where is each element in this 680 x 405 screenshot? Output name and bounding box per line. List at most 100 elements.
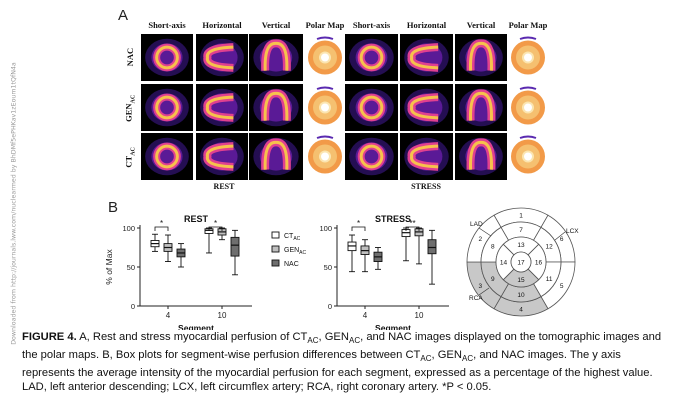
rest-vertical-image (249, 133, 303, 180)
polar-segment-label: 8 (491, 243, 495, 250)
polar-segment-label: 10 (517, 292, 525, 299)
x-axis-label: Segment (375, 323, 411, 330)
stress-group-label: STRESS (411, 182, 441, 191)
rest-horizontal-image (196, 133, 248, 180)
territory-pointer (478, 287, 490, 296)
legend-label-sub: AC (299, 250, 306, 256)
y-tick-label: 100 (319, 224, 332, 233)
y-tick-label: 100 (122, 224, 135, 233)
stress-polar-map-image (509, 84, 547, 131)
caption-text-1: A, Rest and stress myocardial perfusion … (76, 331, 308, 343)
x-tick-label: 10 (218, 311, 227, 320)
chart-title: REST (184, 214, 209, 224)
stress-vertical-image (455, 34, 507, 81)
territory-label-rca: RCA (469, 295, 483, 302)
figure-caption: FIGURE 4. A, Rest and stress myocardial … (22, 330, 674, 394)
caption-text-2: , GEN (318, 331, 349, 343)
legend-swatch (271, 245, 280, 253)
y-tick-label: 0 (131, 302, 135, 311)
stress-short-axis-image (345, 133, 398, 180)
caption-sub-4: AC (461, 354, 474, 364)
caption-text-3: , and NAC images displayed on the tomogr… (22, 331, 662, 362)
rest-polar-map-image (306, 34, 344, 81)
y-tick-label: 50 (324, 263, 332, 272)
column-header-2: Vertical (261, 20, 291, 30)
column-header-4: Short-axis (352, 20, 391, 30)
rest-polar-map-image (306, 84, 344, 131)
caption-sub-1: AC (307, 336, 319, 346)
polar-segment-label: 3 (478, 283, 482, 290)
rest-horizontal-image (196, 84, 248, 131)
legend-label: NAC (284, 261, 299, 268)
polar-segment-label: 2 (478, 236, 482, 243)
polar-segment-label: 11 (546, 276, 553, 283)
caption-sub-2: AC (348, 336, 361, 346)
polar-segment-label: 12 (546, 243, 554, 250)
rest-polar-map-image (306, 133, 344, 180)
significance-label: * (160, 219, 163, 228)
polar-segment-label: 13 (517, 242, 525, 249)
polar-segment-label: 1 (519, 213, 523, 220)
column-header-7: Polar Map (508, 20, 548, 30)
rest-short-axis-image (141, 84, 193, 131)
significance-label: ** (409, 219, 415, 228)
column-header-1: Horizontal (202, 20, 242, 30)
caption-figure-label: FIGURE 4. (22, 331, 77, 343)
legend-label-main: NAC (284, 261, 299, 268)
polar-segment-label: 15 (517, 277, 525, 284)
x-tick-label: 4 (363, 311, 368, 320)
column-header-5: Horizontal (406, 20, 447, 30)
territory-pointer (478, 227, 492, 237)
significance-label: * (357, 219, 360, 228)
significance-bracket (154, 226, 169, 231)
polar-segment-label: 7 (519, 227, 523, 234)
polar-segment-label: 16 (535, 260, 543, 267)
column-header-0: Short-axis (148, 20, 186, 30)
polar-segment-label: 17 (517, 260, 525, 267)
stress-horizontal-image (400, 133, 453, 180)
y-tick-label: 0 (328, 302, 332, 311)
polar-segment-label: 14 (500, 260, 508, 267)
caption-text-5: , and NAC images. The y axis represents … (22, 349, 653, 394)
column-header-6: Vertical (466, 20, 496, 30)
rest-horizontal-image (196, 34, 248, 81)
legend-label-sub: AC (293, 236, 300, 242)
box-NAC-seg10 (230, 236, 240, 257)
territory-pointer (554, 231, 566, 241)
x-tick-label: 4 (166, 311, 171, 320)
stress-vertical-image (455, 84, 507, 131)
significance-bracket (208, 226, 223, 231)
legend-swatch (271, 231, 280, 239)
y-tick-label: 50 (127, 263, 135, 272)
stress-horizontal-image (400, 34, 453, 81)
rest-short-axis-image (141, 34, 193, 81)
y-axis-label: % of Max (104, 249, 114, 285)
rest-vertical-image (249, 34, 303, 81)
panel-a-letter: A (118, 7, 129, 24)
stress-polar-map-image (509, 34, 547, 81)
territory-label-lad: LAD (470, 221, 483, 228)
stress-short-axis-image (345, 34, 398, 81)
legend-label: GENAC (284, 247, 307, 256)
x-axis-label: Segment (178, 323, 214, 330)
x-tick-label: 10 (415, 311, 424, 320)
legend-label-main: GEN (284, 247, 299, 254)
significance-bracket (351, 226, 366, 231)
polar-segment-label: 4 (519, 307, 523, 314)
polar-segment-label: 5 (560, 283, 564, 290)
territory-label-lcx: LCX (566, 228, 579, 235)
legend-label: CTAC (284, 233, 301, 242)
stress-vertical-image (455, 133, 507, 180)
stress-short-axis-image (345, 84, 398, 131)
significance-label: * (214, 219, 217, 228)
significance-bracket (405, 226, 420, 231)
caption-text-4: , GEN (431, 349, 462, 362)
panel-b-letter: B (108, 199, 119, 216)
rest-box-chart: REST 0 50 100 % of Max Segment 4 * 10 * (104, 214, 252, 330)
polar-segment-label: 6 (560, 236, 564, 243)
column-header-3: Polar Map (305, 20, 345, 30)
stress-box-chart: STRESS 0 50 100 Segment 4 * 10 ** (319, 214, 449, 330)
polar-segment-label: 9 (491, 276, 495, 283)
